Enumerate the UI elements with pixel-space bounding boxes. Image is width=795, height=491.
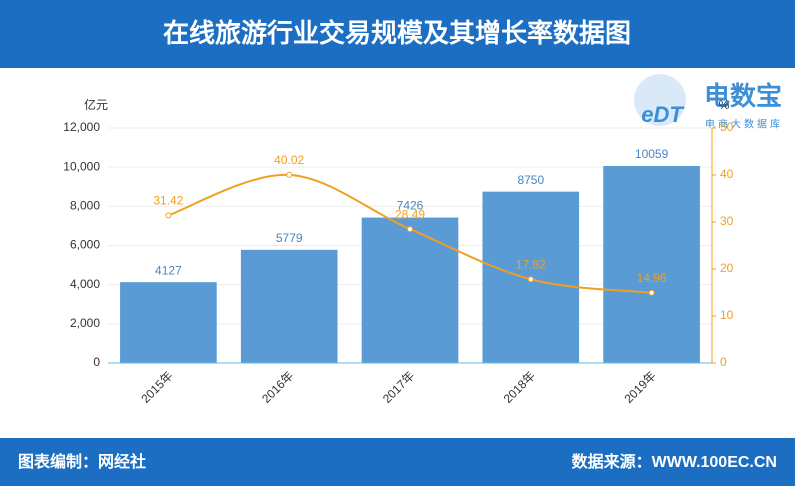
y2-tick-label: 50	[720, 120, 734, 134]
x-tick-label: 2015年	[138, 369, 175, 406]
logo-subtitle: 电商大数据库	[705, 118, 783, 131]
line-label: 28.49	[395, 207, 425, 221]
logo-name: 电数宝	[704, 81, 782, 111]
bar	[361, 217, 459, 363]
y2-tick-label: 30	[720, 214, 734, 228]
bar-label: 8750	[517, 173, 544, 187]
y-tick-label: 12,000	[63, 120, 100, 134]
y2-tick-label: 0	[720, 355, 727, 369]
y2-axis-label: %	[719, 98, 730, 112]
line-point	[165, 212, 172, 219]
line-point	[527, 276, 534, 283]
line-label: 31.42	[153, 193, 183, 207]
y-axis-label: 亿元	[84, 97, 108, 112]
title: 在线旅游行业交易规模及其增长率数据图	[163, 18, 631, 48]
bar-label: 7426	[397, 199, 424, 213]
line-point	[286, 171, 293, 178]
logo-cloud	[634, 74, 686, 126]
footer-bar	[0, 438, 795, 486]
logo-mark: eDT	[641, 102, 684, 127]
bar-label: 4127	[155, 263, 182, 277]
y-tick-label: 6,000	[70, 238, 100, 252]
bar-label: 5779	[276, 231, 303, 245]
bar	[120, 282, 217, 363]
bar-label: 10059	[635, 147, 669, 161]
y-tick-label: 2,000	[70, 316, 100, 330]
header-bar	[0, 0, 795, 68]
x-tick-label: 2017年	[380, 369, 417, 406]
footer-left: 图表编制：网经社	[18, 452, 146, 471]
line-label: 40.02	[274, 153, 304, 167]
line-label: 17.82	[516, 257, 546, 271]
y-tick-label: 10,000	[63, 159, 100, 173]
footer-right: 数据来源：WWW.100EC.CN	[572, 452, 777, 471]
line-label: 14.96	[637, 271, 667, 285]
line-point	[407, 226, 413, 233]
line-point	[648, 289, 655, 296]
x-tick-label: 2018年	[501, 369, 538, 406]
y2-tick-label: 20	[720, 261, 734, 275]
bar	[603, 166, 700, 363]
x-tick-label: 2016年	[259, 369, 296, 406]
y-tick-label: 8,000	[70, 199, 100, 213]
y-tick-label: 0	[93, 355, 100, 369]
y2-tick-label: 10	[720, 308, 734, 322]
bar	[240, 249, 338, 363]
y-tick-label: 4,000	[70, 277, 100, 291]
y2-tick-label: 40	[720, 167, 734, 181]
x-tick-label: 2019年	[622, 369, 659, 406]
